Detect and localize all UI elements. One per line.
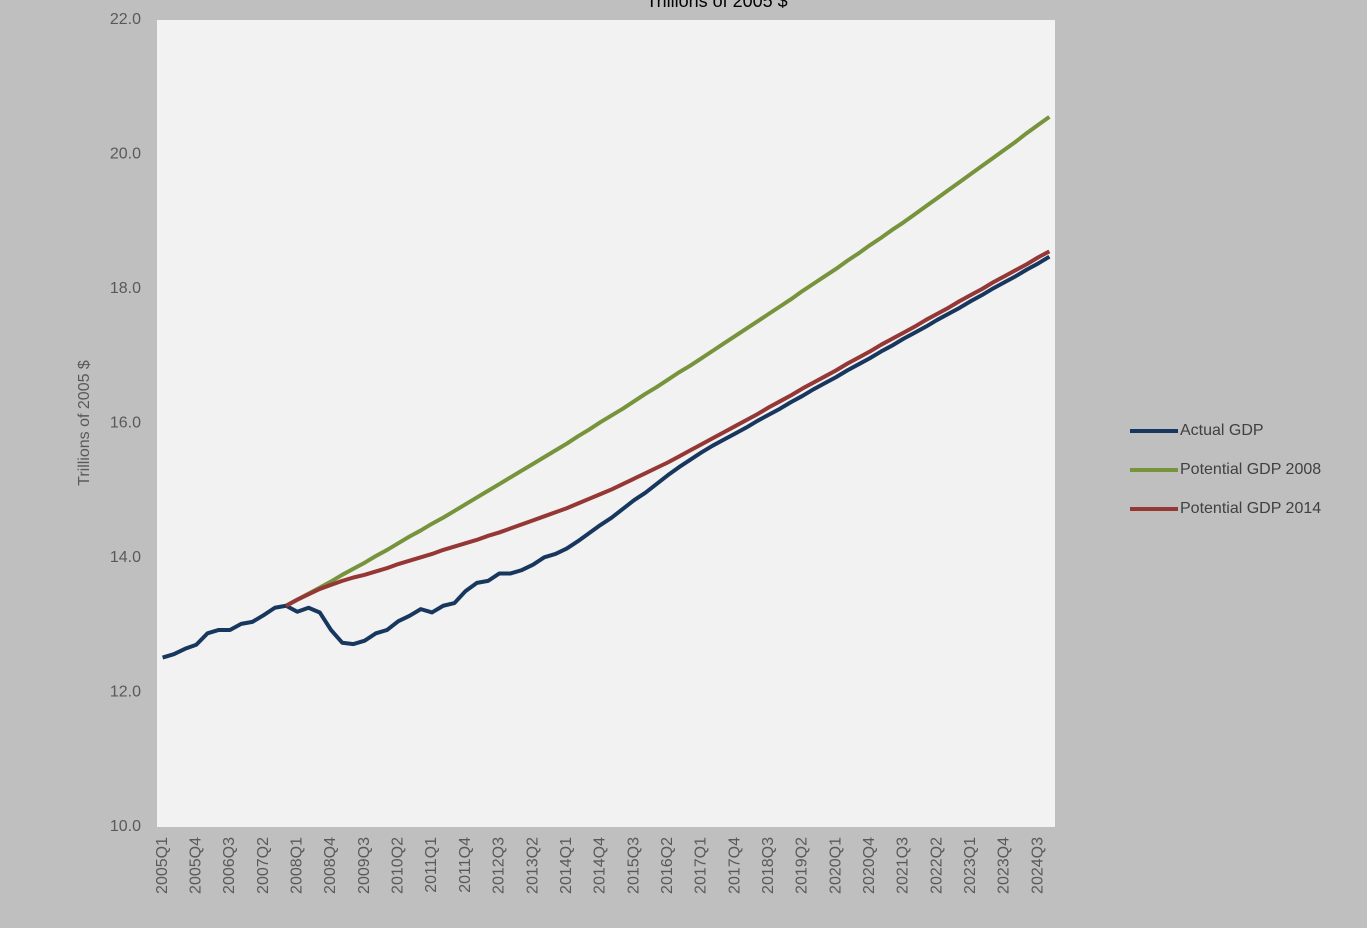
x-tick-label: 2022Q2	[928, 837, 945, 894]
x-tick-label: 2013Q2	[524, 837, 541, 894]
x-tick-label: 2014Q1	[558, 837, 575, 894]
plot-area	[157, 20, 1055, 827]
legend-label: Actual GDP	[1180, 422, 1264, 439]
x-tick-label: 2020Q4	[861, 837, 878, 894]
y-tick-label: 20.0	[110, 146, 141, 163]
x-tick-label: 2012Q3	[491, 837, 508, 894]
x-tick-label: 2005Q1	[154, 837, 171, 894]
line-series	[285, 249, 1051, 608]
x-tick-label: 2011Q1	[423, 837, 440, 893]
x-tick-label: 2023Q4	[996, 837, 1013, 894]
x-tick-label: 2018Q3	[760, 837, 777, 894]
x-tick-label: 2019Q2	[794, 837, 811, 894]
line-series	[162, 255, 1051, 660]
y-axis-label: Trillions of 2005 $	[76, 360, 93, 486]
x-tick-label: 2007Q2	[255, 837, 272, 894]
x-tick-label: 2015Q3	[625, 837, 642, 894]
y-tick-label: 14.0	[110, 549, 141, 566]
line-series	[285, 115, 1051, 608]
x-tick-label: 2024Q3	[1029, 837, 1046, 894]
x-tick-label: 2010Q2	[390, 837, 407, 894]
y-tick-label: 22.0	[110, 11, 141, 28]
chart-title: Trillions of 2005 $	[646, 0, 787, 11]
x-tick-label: 2011Q4	[457, 837, 474, 893]
x-tick-label: 2020Q1	[827, 837, 844, 894]
legend-label: Potential GDP 2008	[1180, 461, 1321, 478]
y-tick-label: 10.0	[110, 818, 141, 835]
x-tick-label: 2005Q4	[188, 837, 205, 894]
x-tick-label: 2016Q2	[659, 837, 676, 894]
x-tick-label: 2021Q3	[895, 837, 912, 894]
y-tick-label: 18.0	[110, 280, 141, 297]
x-tick-label: 2023Q1	[962, 837, 979, 894]
x-tick-label: 2014Q4	[592, 837, 609, 894]
x-tick-label: 2009Q3	[356, 837, 373, 894]
legend-label: Potential GDP 2014	[1180, 500, 1321, 517]
y-tick-label: 16.0	[110, 415, 141, 432]
x-tick-label: 2008Q4	[322, 837, 339, 894]
y-tick-label: 12.0	[110, 684, 141, 701]
x-tick-label: 2006Q3	[221, 837, 238, 894]
x-tick-label: 2017Q4	[726, 837, 743, 894]
x-tick-label: 2017Q1	[693, 837, 710, 894]
x-tick-label: 2008Q1	[289, 837, 306, 894]
